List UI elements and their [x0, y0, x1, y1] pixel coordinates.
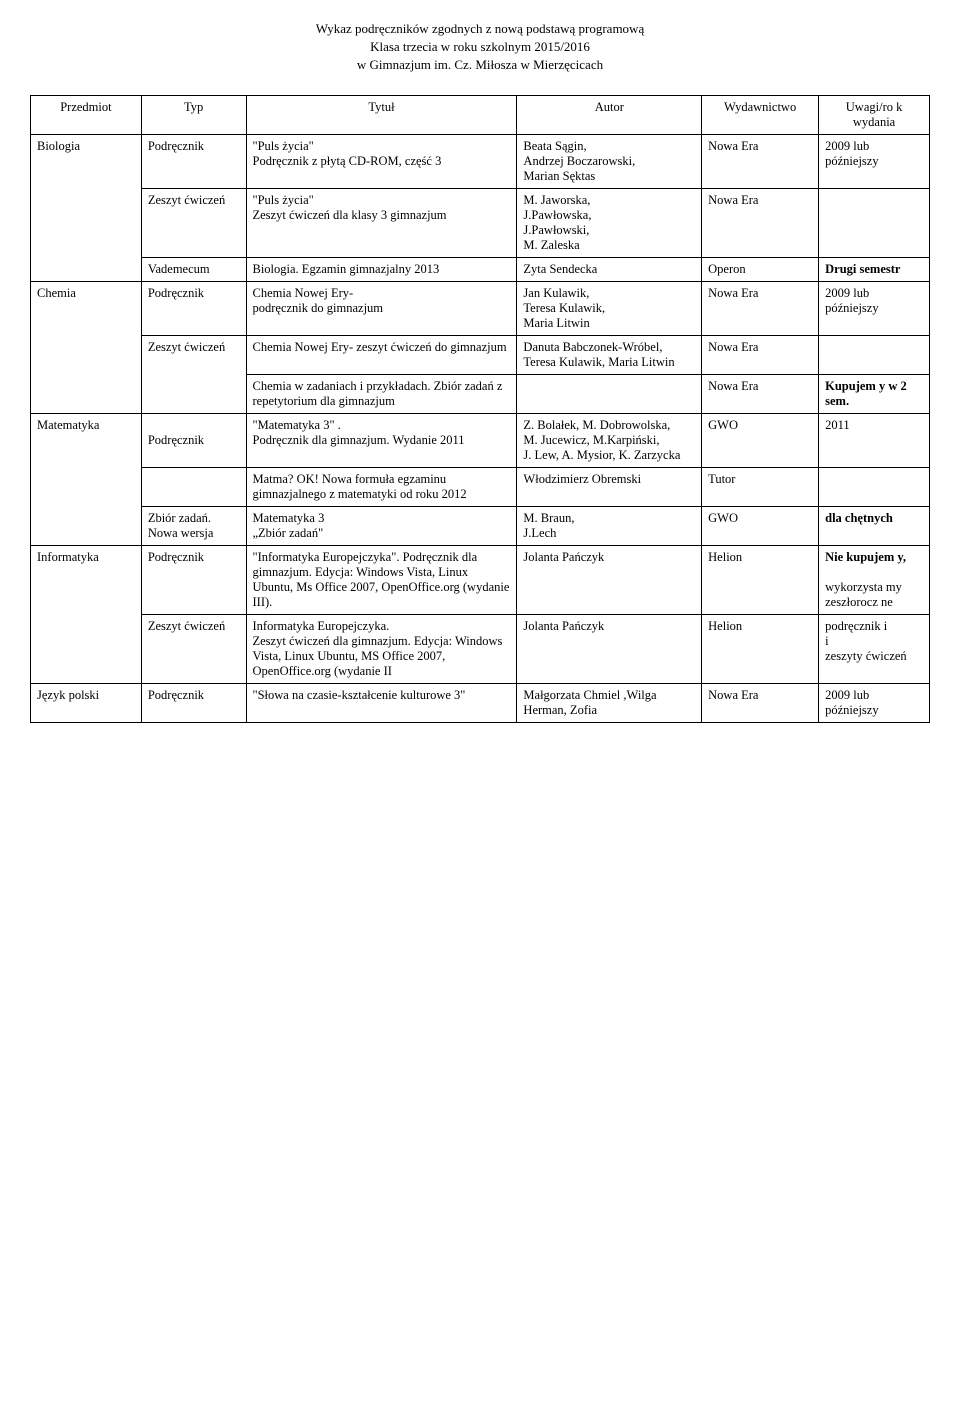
cell-notes: [819, 188, 930, 257]
cell-subject: Informatyka: [31, 545, 142, 683]
cell-publisher: Helion: [702, 545, 819, 614]
table-row: Język polskiPodręcznik"Słowa na czasie-k…: [31, 683, 930, 722]
cell-type: Zbiór zadań.Nowa wersja: [141, 506, 246, 545]
cell-notes: Nie kupujem y,wykorzysta my zeszłorocz n…: [819, 545, 930, 614]
cell-title: Informatyka Europejczyka.Zeszyt ćwiczeń …: [246, 614, 517, 683]
cell-publisher: Tutor: [702, 467, 819, 506]
cell-title: Chemia Nowej Ery- zeszyt ćwiczeń do gimn…: [246, 335, 517, 374]
cell-publisher: Operon: [702, 257, 819, 281]
cell-title: Chemia w zadaniach i przykładach. Zbiór …: [246, 374, 517, 413]
table-row: Zeszyt ćwiczeńInformatyka Europejczyka.Z…: [31, 614, 930, 683]
cell-subject: Język polski: [31, 683, 142, 722]
column-header: Przedmiot: [31, 95, 142, 134]
cell-publisher: Nowa Era: [702, 188, 819, 257]
cell-notes: dla chętnych: [819, 506, 930, 545]
cell-type: Zeszyt ćwiczeń: [141, 614, 246, 683]
cell-notes: 2009 lub późniejszy: [819, 683, 930, 722]
cell-title: "Informatyka Europejczyka". Podręcznik d…: [246, 545, 517, 614]
cell-publisher: Helion: [702, 614, 819, 683]
cell-notes: 2009 lub późniejszy: [819, 281, 930, 335]
cell-author: Jolanta Pańczyk: [517, 614, 702, 683]
cell-publisher: Nowa Era: [702, 134, 819, 188]
cell-author: Małgorzata Chmiel ,Wilga Herman, Zofia: [517, 683, 702, 722]
cell-author: M. Jaworska,J.Pawłowska,J.Pawłowski, M. …: [517, 188, 702, 257]
column-header: Wydawnictwo: [702, 95, 819, 134]
cell-type: [141, 467, 246, 506]
cell-notes: Kupujem y w 2 sem.: [819, 374, 930, 413]
column-header: Typ: [141, 95, 246, 134]
cell-title: Biologia. Egzamin gimnazjalny 2013: [246, 257, 517, 281]
cell-type: Zeszyt ćwiczeń: [141, 188, 246, 257]
header-line2: Klasa trzecia w roku szkolnym 2015/2016: [30, 38, 930, 56]
table-row: Zbiór zadań.Nowa wersja Matematyka 3„Zbi…: [31, 506, 930, 545]
cell-subject: Biologia: [31, 134, 142, 281]
table-row: ChemiaPodręcznikChemia Nowej Ery-podręcz…: [31, 281, 930, 335]
cell-publisher: Nowa Era: [702, 281, 819, 335]
cell-type: Vademecum: [141, 257, 246, 281]
cell-title: "Matematyka 3" .Podręcznik dla gimnazjum…: [246, 413, 517, 467]
cell-title: "Słowa na czasie-kształcenie kulturowe 3…: [246, 683, 517, 722]
cell-notes: podręcznik iizeszyty ćwiczeń: [819, 614, 930, 683]
cell-author: Danuta Babczonek-Wróbel, Teresa Kulawik,…: [517, 335, 702, 374]
document-header: Wykaz podręczników zgodnych z nową podst…: [30, 20, 930, 75]
cell-author: Beata Sągin,Andrzej Boczarowski,Marian S…: [517, 134, 702, 188]
cell-publisher: Nowa Era: [702, 374, 819, 413]
column-header: Autor: [517, 95, 702, 134]
cell-notes: [819, 335, 930, 374]
cell-author: Jolanta Pańczyk: [517, 545, 702, 614]
cell-author: [517, 374, 702, 413]
table-row: Zeszyt ćwiczeńChemia Nowej Ery- zeszyt ć…: [31, 335, 930, 374]
cell-type: Podręcznik: [141, 281, 246, 335]
cell-type: Podręcznik: [141, 545, 246, 614]
table-header-row: PrzedmiotTypTytułAutorWydawnictwoUwagi/r…: [31, 95, 930, 134]
cell-title: Matma? OK! Nowa formuła egzaminu gimnazj…: [246, 467, 517, 506]
table-row: BiologiaPodręcznik"Puls życia"Podręcznik…: [31, 134, 930, 188]
table-row: Matma? OK! Nowa formuła egzaminu gimnazj…: [31, 467, 930, 506]
cell-subject: Chemia: [31, 281, 142, 413]
cell-publisher: GWO: [702, 506, 819, 545]
cell-author: Zyta Sendecka: [517, 257, 702, 281]
cell-publisher: Nowa Era: [702, 335, 819, 374]
table-row: Zeszyt ćwiczeń"Puls życia"Zeszyt ćwiczeń…: [31, 188, 930, 257]
textbook-table: PrzedmiotTypTytułAutorWydawnictwoUwagi/r…: [30, 95, 930, 723]
cell-subject: Matematyka: [31, 413, 142, 545]
cell-notes: 2011: [819, 413, 930, 467]
cell-author: Jan Kulawik,Teresa Kulawik,Maria Litwin: [517, 281, 702, 335]
table-row: InformatykaPodręcznik"Informatyka Europe…: [31, 545, 930, 614]
cell-title: Chemia Nowej Ery-podręcznik do gimnazjum: [246, 281, 517, 335]
cell-publisher: GWO: [702, 413, 819, 467]
cell-notes: 2009 lub późniejszy: [819, 134, 930, 188]
column-header: Uwagi/ro k wydania: [819, 95, 930, 134]
cell-notes: [819, 467, 930, 506]
cell-title: "Puls życia"Zeszyt ćwiczeń dla klasy 3 g…: [246, 188, 517, 257]
table-row: VademecumBiologia. Egzamin gimnazjalny 2…: [31, 257, 930, 281]
cell-title: Matematyka 3„Zbiór zadań": [246, 506, 517, 545]
cell-publisher: Nowa Era: [702, 683, 819, 722]
header-line1: Wykaz podręczników zgodnych z nową podst…: [30, 20, 930, 38]
cell-notes: Drugi semestr: [819, 257, 930, 281]
header-line3: w Gimnazjum im. Cz. Miłosza w Mierzęcica…: [30, 56, 930, 74]
cell-author: Włodzimierz Obremski: [517, 467, 702, 506]
cell-author: Z. Bolałek, M. Dobrowolska,M. Jucewicz, …: [517, 413, 702, 467]
cell-title: "Puls życia"Podręcznik z płytą CD-ROM, c…: [246, 134, 517, 188]
table-row: MatematykaPodręcznik"Matematyka 3" .Podr…: [31, 413, 930, 467]
cell-type: Zeszyt ćwiczeń: [141, 335, 246, 413]
cell-type: Podręcznik: [141, 683, 246, 722]
column-header: Tytuł: [246, 95, 517, 134]
cell-type: Podręcznik: [141, 134, 246, 188]
cell-type: Podręcznik: [141, 413, 246, 467]
cell-author: M. Braun,J.Lech: [517, 506, 702, 545]
